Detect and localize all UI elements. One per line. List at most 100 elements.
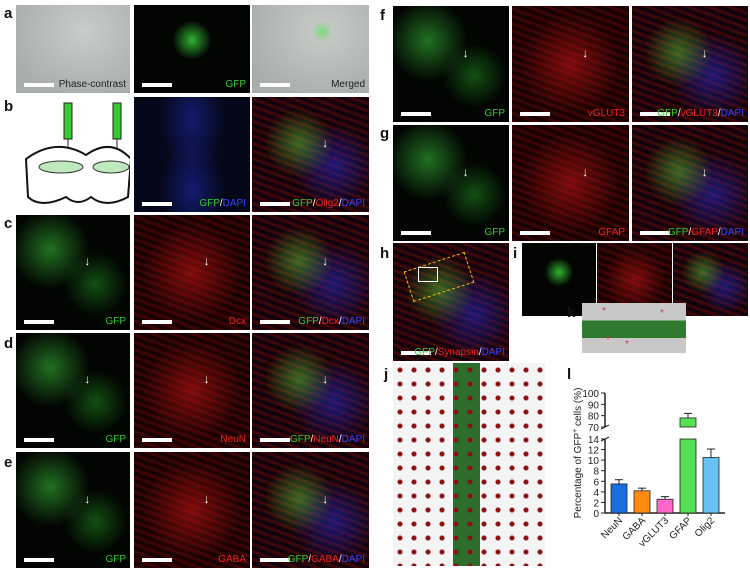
y-tick-label: 6 [593, 477, 599, 488]
channel-caption: Dcx [229, 317, 246, 327]
scale-bar [24, 438, 54, 442]
caption-part: DAPI [341, 434, 365, 445]
y-tick-label: 14 [588, 435, 600, 446]
caption-part: / [338, 198, 342, 209]
scale-bar [142, 83, 172, 87]
caption-part: GFP [225, 79, 246, 90]
bar-NeuN [610, 483, 628, 514]
panel-a-image-2: GFP [134, 5, 250, 93]
panel-label-h: h [380, 245, 390, 262]
caption-part: GFP [414, 347, 435, 358]
caption-part: GABA [311, 554, 339, 565]
y-tick-label: 4 [593, 488, 599, 499]
panel-label-b: b [4, 98, 14, 115]
channel-caption: GFP [105, 555, 126, 565]
caption-part: GABA [218, 554, 246, 565]
panel-b-image-1 [16, 97, 130, 212]
caption-part: Dcx [228, 316, 246, 327]
panel-e-image-3: ↓ GFP/GABA/DAPI [252, 452, 369, 568]
arrow-icon: ↓ [322, 254, 329, 269]
y-tick-label: 10 [588, 456, 600, 467]
panel-j-image-1 [393, 363, 545, 566]
scale-bar [24, 320, 54, 324]
arrow-icon: ↓ [203, 372, 210, 387]
scale-bar [24, 83, 54, 87]
channel-caption: GFP [484, 228, 505, 238]
caption-part: / [717, 108, 721, 119]
scale-bar [260, 202, 290, 206]
y-axis-label: Percentage of GFP+ cells (%) [572, 388, 584, 519]
caption-part: GFP [289, 434, 311, 445]
caption-part: DAPI [341, 316, 365, 327]
channel-caption: Phase-contrast [59, 80, 126, 90]
caption-part: GFP [292, 198, 313, 209]
channel-caption: GFP/vGLUT3/DAPI [657, 109, 744, 119]
caption-part: GFP [657, 108, 678, 119]
caption-part: / [312, 198, 316, 209]
bar-GFAP-upper [679, 417, 697, 428]
caption-part: Merged [331, 79, 365, 90]
panel-label-g: g [380, 125, 390, 142]
caption-part: GFP [484, 227, 505, 238]
channel-caption: vGLUT3 [588, 109, 625, 119]
y-tick-label: 90 [588, 400, 600, 411]
panel-d-image-1: ↓ GFP [16, 333, 130, 448]
panel-label-j: j [384, 366, 389, 383]
scale-bar [401, 231, 431, 235]
channel-caption: GFP/Dcx/DAPI [298, 317, 365, 327]
panel-c-image-1: ↓ GFP [16, 215, 130, 330]
channel-caption: GFP/GFAP/DAPI [668, 228, 744, 238]
y-tick-label: 2 [593, 498, 599, 509]
brain-injection-schematic [24, 102, 130, 204]
scale-bar [260, 558, 290, 562]
caption-part: / [434, 347, 438, 358]
arrow-icon: ↓ [203, 491, 210, 506]
x-tick-label: GFAP [667, 515, 694, 542]
caption-part: GFP [484, 108, 505, 119]
panel-d-image-2: ↓ NeuN [134, 333, 250, 448]
spine-marker-icon: * [625, 339, 629, 350]
scale-bar [142, 558, 172, 562]
scale-bar [520, 112, 550, 116]
caption-part: Phase-contrast [58, 79, 126, 90]
caption-part: GFP [199, 198, 220, 209]
panel-label-k: k [567, 304, 576, 321]
x-tick-label: Olig2 [693, 515, 718, 540]
channel-caption: GFP [105, 435, 126, 445]
channel-caption: GFP/Synapsin/DAPI [414, 348, 505, 358]
caption-part: GFP [105, 316, 126, 327]
panel-b-image-2: GFP/DAPI [134, 97, 250, 212]
panel-b-image-3: ↓ GFP/Olig2/DAPI [252, 97, 369, 212]
arrow-icon: ↓ [462, 164, 469, 179]
channel-caption: GFP/NeuN/DAPI [290, 435, 365, 445]
panel-label-d: d [4, 335, 14, 352]
channel-caption: GFP/GABA/DAPI [288, 555, 365, 565]
arrow-icon: ↓ [84, 372, 91, 387]
y-axis-label-part: Percentage of GFP [573, 432, 584, 518]
y-tick-label: 70 [588, 423, 600, 434]
arrow-icon: ↓ [322, 136, 329, 151]
panel-h-image-1: GFP/Synapsin/DAPI [393, 243, 509, 361]
caption-part: GFAP [691, 227, 718, 238]
panel-label-f: f [380, 7, 385, 24]
scale-bar [640, 231, 670, 235]
caption-part: / [478, 347, 482, 358]
panel-g-image-2: ↓ GFAP [512, 125, 629, 241]
caption-part: GFP [287, 554, 309, 565]
channel-caption: NeuN [220, 435, 246, 445]
panel-label-c: c [4, 215, 13, 232]
scale-bar [260, 83, 290, 87]
caption-part: Olig2 [315, 198, 339, 209]
arrow-icon: ↓ [582, 45, 589, 60]
caption-part: / [308, 554, 312, 565]
caption-part: / [677, 108, 681, 119]
caption-part: vGLUT3 [587, 108, 625, 119]
caption-part: DAPI [341, 198, 365, 209]
panel-f-image-2: ↓ vGLUT3 [512, 6, 629, 122]
caption-part: / [310, 434, 314, 445]
scale-bar [24, 558, 54, 562]
caption-part: GFP [105, 554, 126, 565]
y-tick-label: 12 [588, 446, 600, 457]
caption-part: DAPI [720, 227, 744, 238]
